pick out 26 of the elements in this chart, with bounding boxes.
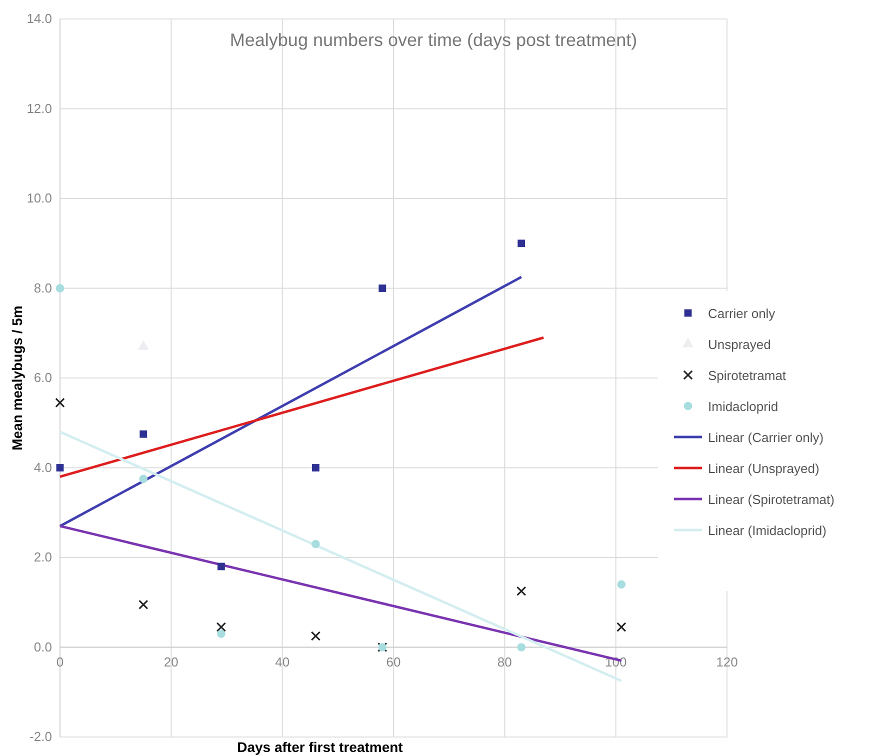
x-axis-title: Days after first treatment (237, 739, 404, 755)
x-tick-label: 40 (275, 654, 290, 670)
legend-label: Carrier only (708, 306, 776, 321)
y-tick-label: 4.0 (34, 460, 52, 475)
x-tick-label: 60 (386, 654, 401, 670)
legend-label: Linear (Imidacloprid) (708, 523, 826, 538)
x-tick-label: 0 (56, 654, 64, 670)
legend-label: Linear (Spirotetramat) (708, 492, 834, 507)
legend-label: Unsprayed (708, 337, 771, 352)
y-tick-label: -2.0 (30, 729, 52, 744)
x-tick-label: 120 (716, 654, 738, 670)
y-tick-label: 8.0 (34, 280, 52, 296)
legend-label: Imidacloprid (708, 399, 778, 414)
legend-label: Spirotetramat (708, 368, 786, 383)
y-tick-label: 2.0 (34, 550, 52, 565)
x-tick-label: 80 (497, 654, 512, 670)
y-tick-label: 10.0 (26, 190, 52, 206)
y-axis-title: Mean mealybugs / 5m (9, 306, 25, 450)
text: Mealybug numbers over time (days post treatment) (230, 30, 638, 50)
legend-label: Linear (Unsprayed) (708, 461, 820, 476)
legend-label: Linear (Carrier only) (708, 430, 824, 445)
x-tick-label: 20 (164, 654, 178, 670)
y-tick-label: 12.0 (26, 100, 52, 116)
y-tick-label: 0.0 (34, 639, 52, 654)
y-tick-label: 6.0 (34, 370, 52, 386)
y-tick-label: 14.0 (26, 11, 52, 26)
